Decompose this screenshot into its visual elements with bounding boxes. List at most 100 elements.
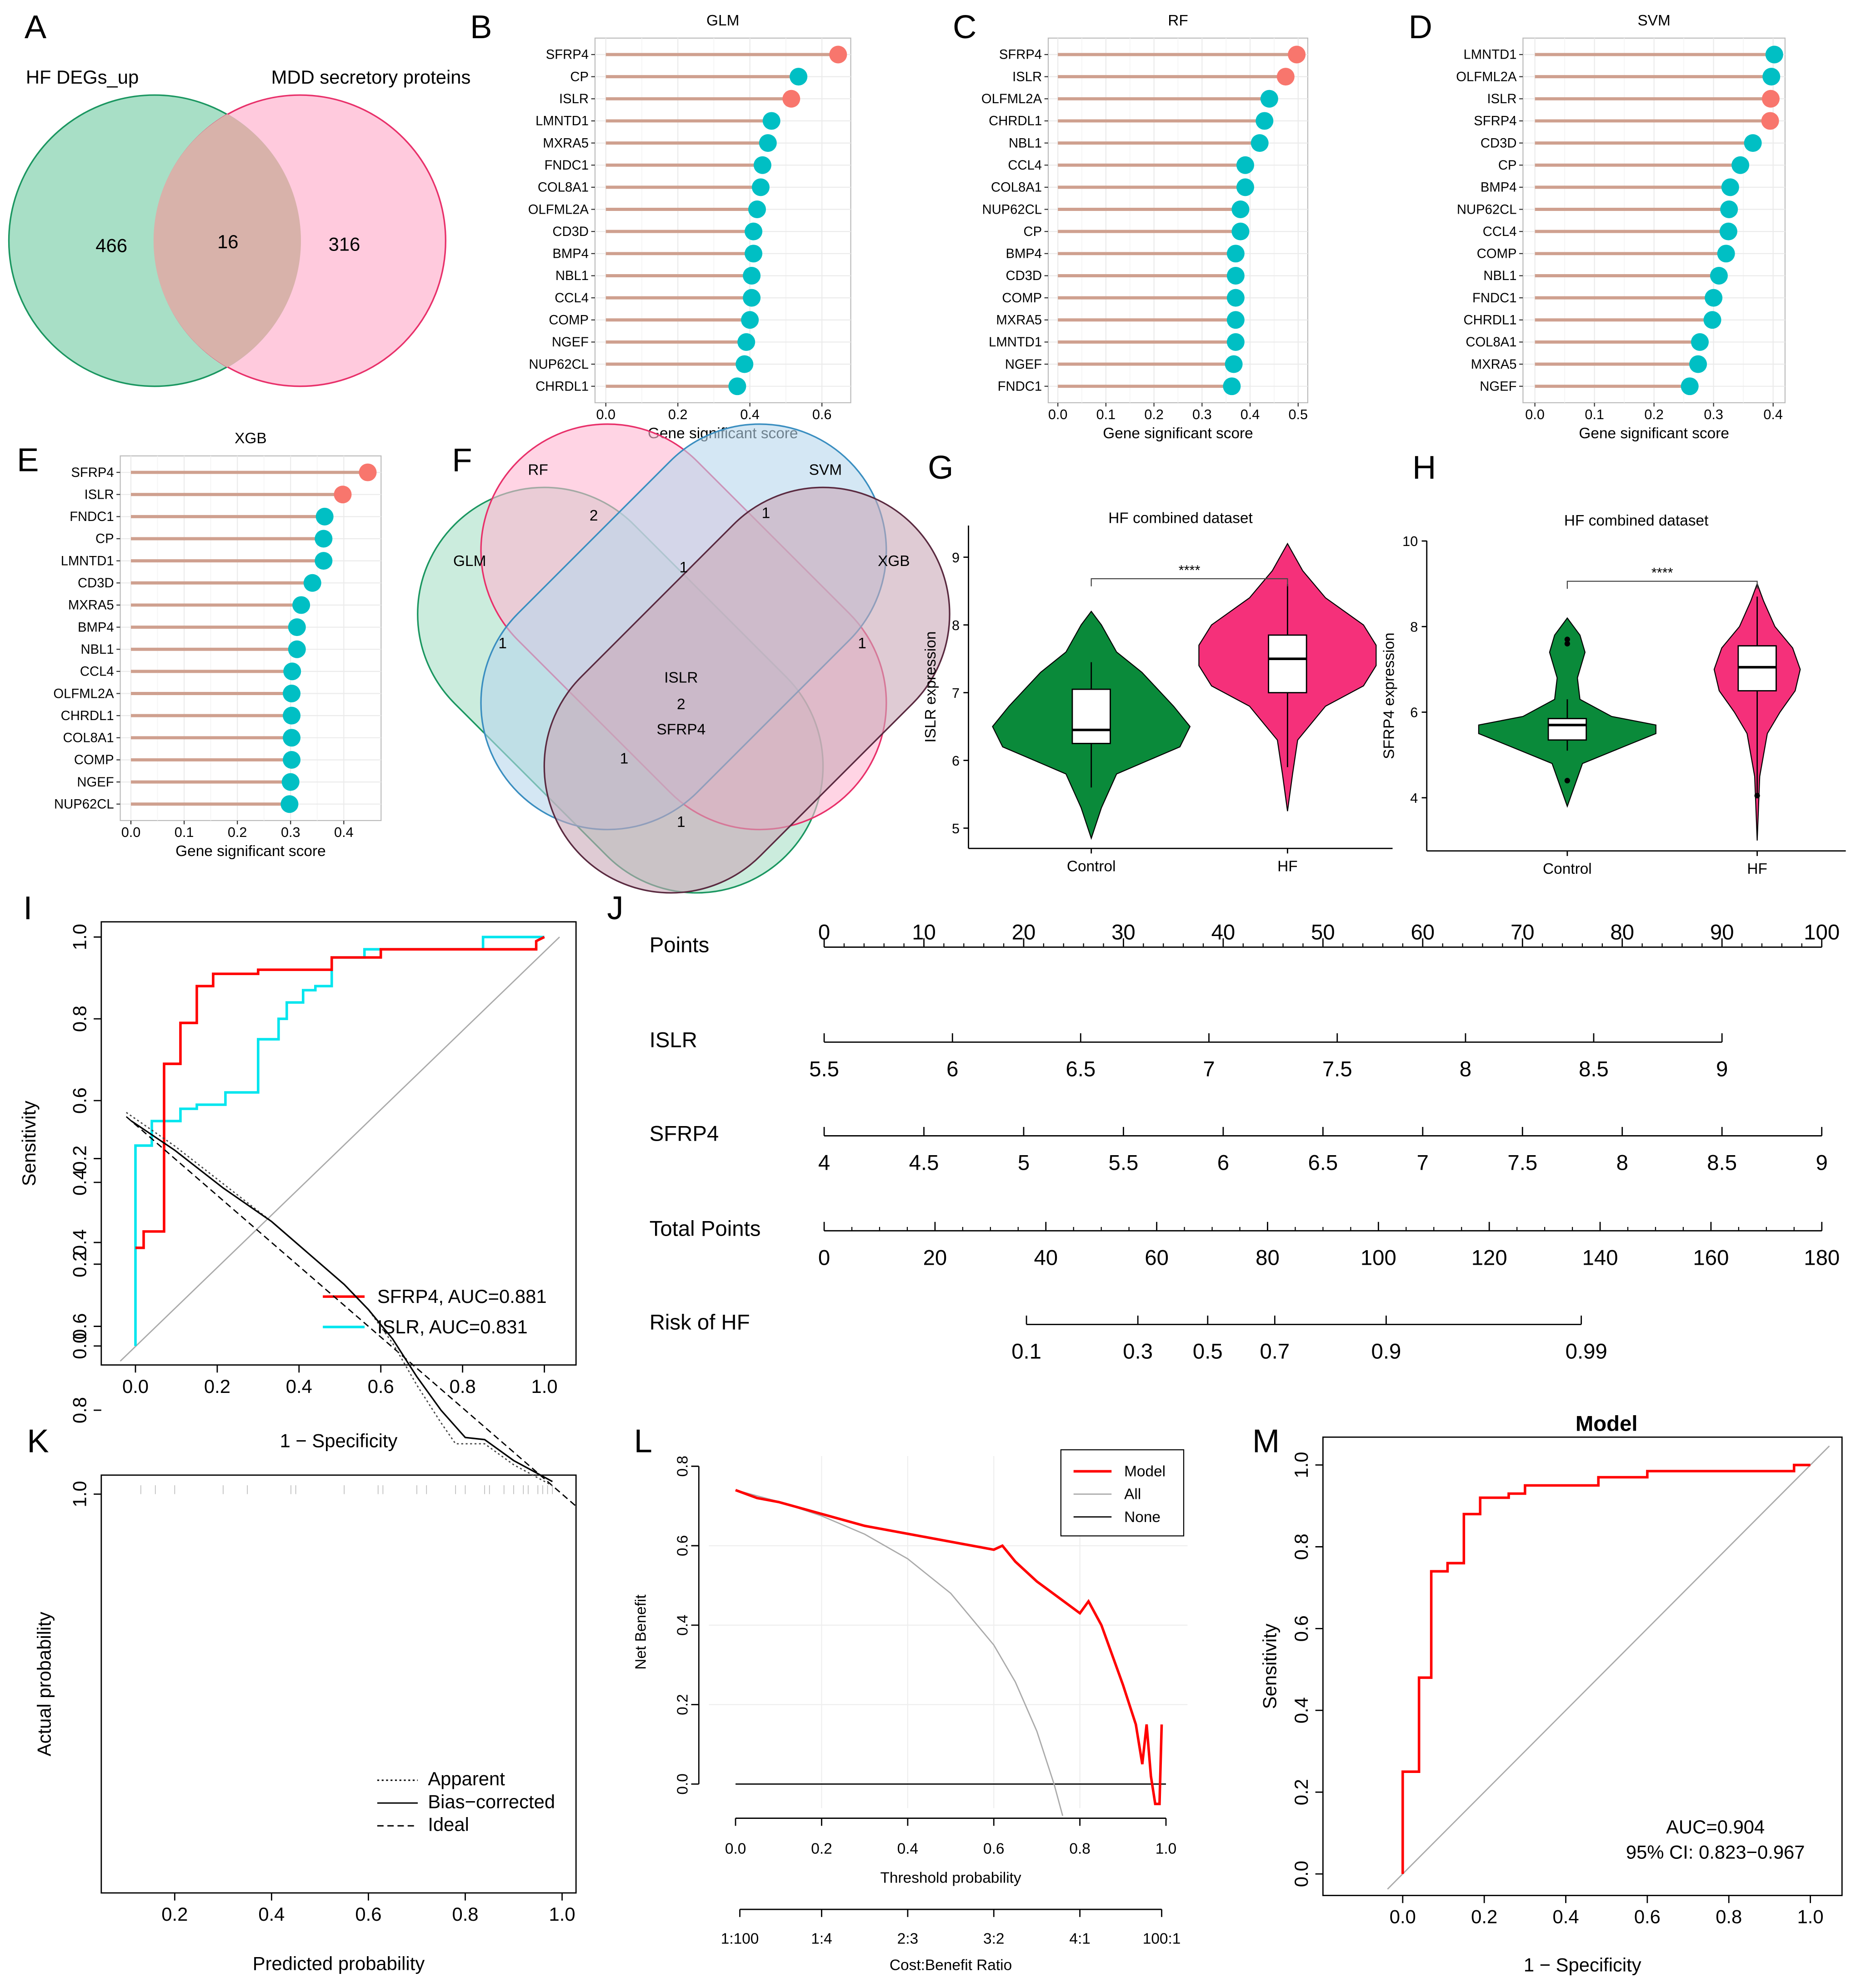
- panel-title: Model: [1576, 1412, 1638, 1436]
- lollipop-point: [1226, 289, 1245, 307]
- y-tick-label: LMNTD1: [1464, 48, 1517, 62]
- nomogram-tick-label: 7: [1417, 1151, 1429, 1175]
- y-tick-label: ISLR: [1487, 92, 1516, 106]
- y-tick-label: 0.8: [674, 1456, 691, 1477]
- significance-bracket: [1566, 581, 1758, 589]
- diagonal-reference: [1387, 1445, 1830, 1890]
- panel-letter-M: M: [1252, 1423, 1280, 1460]
- x-tick-label: 0.2: [204, 1376, 230, 1397]
- y-tick-label: BMP4: [78, 620, 114, 635]
- panel-title: XGB: [235, 430, 267, 447]
- x-tick-label: HF: [1747, 861, 1767, 877]
- ci-annotation: 95% CI: 0.823−0.967: [1626, 1842, 1805, 1863]
- panel-title: RF: [1168, 12, 1188, 29]
- box: [1268, 634, 1307, 694]
- y-tick-label: 8: [952, 618, 960, 633]
- lollipop-point: [315, 507, 334, 526]
- legend-box: [1060, 1449, 1185, 1537]
- lollipop-point: [1710, 266, 1728, 285]
- nomogram-tick-label: 180: [1804, 1246, 1840, 1270]
- nomogram-tick-label: 100: [1361, 1246, 1396, 1270]
- y-tick-label: 6: [952, 753, 960, 769]
- nomogram-tick-label: 10: [912, 921, 936, 945]
- y-tick-label: NGEF: [1005, 357, 1042, 372]
- nomogram-tick-label: 160: [1693, 1246, 1729, 1270]
- y-tick-label: ISLR: [559, 92, 589, 106]
- nomogram-tick-label: 120: [1471, 1246, 1507, 1270]
- lollipop-point: [1231, 200, 1250, 219]
- y-tick-label: FNDC1: [70, 510, 114, 524]
- lollipop-point: [1744, 134, 1762, 152]
- x-tick-label: 0.0: [1048, 407, 1068, 422]
- nomogram-tick-label: 6.5: [1308, 1151, 1338, 1175]
- lollipop-point: [1288, 45, 1306, 64]
- y-tick-label: COMP: [74, 753, 114, 767]
- nomogram-tick-label: 4.5: [909, 1151, 939, 1175]
- x-tick-label: 0.5: [1289, 407, 1308, 422]
- nomogram-tick-label: 8.5: [1579, 1057, 1609, 1082]
- y-tick-label: 0.4: [69, 1169, 90, 1196]
- venn-gene: ISLR: [664, 669, 698, 686]
- lollipop-point: [762, 112, 780, 130]
- x-tick-label: 0.0: [596, 407, 615, 422]
- x-tick-label: 0.4: [740, 407, 760, 422]
- outlier-point: [1564, 778, 1570, 784]
- lollipop-point: [741, 311, 759, 329]
- y-tick-label: CP: [95, 532, 114, 546]
- y-tick-label: CD3D: [1481, 136, 1517, 150]
- y-tick-label: 0.6: [69, 1087, 90, 1114]
- y-tick-label: 0.6: [674, 1535, 691, 1556]
- y-tick-label: 5: [952, 821, 960, 836]
- plot-area: [120, 455, 382, 821]
- x-tick-label: 0.8: [1716, 1906, 1742, 1928]
- nomogram-tick-label: 40: [1211, 921, 1236, 945]
- y-tick-label: MXRA5: [996, 313, 1042, 327]
- nomogram-tick-label: 0.3: [1123, 1340, 1153, 1364]
- x-tick-label: 0.8: [450, 1376, 476, 1397]
- y-tick-label: 0.0: [1291, 1861, 1312, 1887]
- x-tick-label: 0.6: [983, 1841, 1004, 1858]
- x-tick-label: 0.3: [1704, 407, 1723, 422]
- y-tick-label: ISLR: [85, 487, 114, 502]
- nomogram-tick-label: 70: [1511, 921, 1535, 945]
- y-tick-label: SFRP4: [546, 48, 589, 62]
- nomogram-tick-label: 60: [1411, 921, 1435, 945]
- lollipop-point: [283, 729, 301, 747]
- x-tick-label: 0.2: [811, 1841, 832, 1858]
- panel-letter-K: K: [27, 1423, 49, 1460]
- venn-count: 1: [858, 635, 866, 652]
- y-tick-label: CCL4: [555, 291, 589, 305]
- y-tick-label: NUP62CL: [54, 797, 114, 811]
- legend-label: ISLR, AUC=0.831: [377, 1316, 528, 1337]
- y-tick-label: 0.8: [69, 1397, 90, 1423]
- y-tick-label: 1.0: [1291, 1452, 1312, 1478]
- series-line-sfrp4: [135, 936, 545, 1249]
- y-tick-label: 0.8: [1291, 1533, 1312, 1560]
- venn-count: 2: [677, 696, 685, 713]
- lollipop-point: [1719, 222, 1737, 240]
- lollipop-point: [1721, 178, 1739, 196]
- lollipop-point: [1226, 245, 1245, 263]
- nomogram-tick-label: 7.5: [1322, 1057, 1352, 1082]
- lollipop-point: [1225, 355, 1243, 373]
- legend-label: Ideal: [428, 1813, 469, 1835]
- panel-letter-E: E: [17, 441, 39, 478]
- lollipop-point: [1276, 68, 1295, 86]
- panel-letter-D: D: [1409, 9, 1432, 45]
- significance-label: ****: [1179, 563, 1201, 578]
- lollipop-point: [283, 662, 301, 681]
- y-tick-label: OLFML2A: [53, 686, 114, 701]
- secondary-tick-label: 1:4: [811, 1930, 832, 1947]
- y-tick-label: NUP62CL: [1457, 202, 1517, 217]
- y-tick-label: 0.4: [69, 1229, 90, 1256]
- y-tick-label: FNDC1: [1472, 291, 1516, 305]
- lollipop-point: [728, 377, 746, 396]
- y-tick-label: 0.2: [69, 1251, 90, 1277]
- y-tick-label: COMP: [549, 313, 589, 327]
- nomogram-row-label: ISLR: [650, 1028, 697, 1052]
- x-tick-label: 0.0: [725, 1841, 746, 1858]
- x-tick-label: 0.1: [1096, 407, 1116, 422]
- y-tick-label: 0.4: [674, 1615, 691, 1636]
- box: [1547, 718, 1587, 741]
- x-tick-label: HF: [1277, 858, 1298, 875]
